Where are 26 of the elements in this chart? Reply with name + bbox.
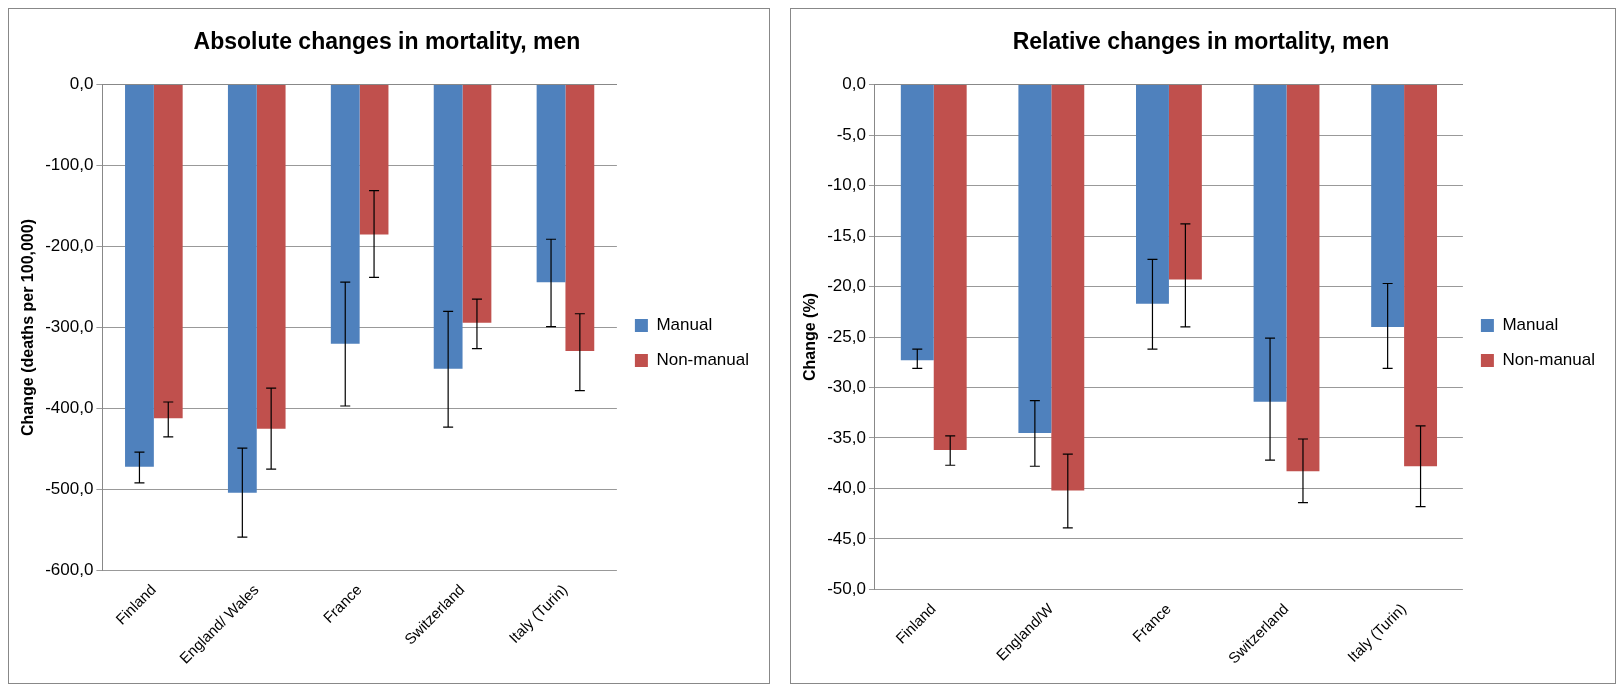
y-tick-label: -100,0 <box>45 155 94 175</box>
y-tick-label: -500,0 <box>45 479 94 499</box>
y-tick-label: -45,0 <box>827 528 866 548</box>
y-tick-label: -200,0 <box>45 236 94 256</box>
y-tick-label: -600,0 <box>45 560 94 580</box>
y-axis-title: Change (deaths per 100,000) <box>19 219 37 436</box>
legend-label: Non-manual <box>656 350 750 370</box>
y-tick-label: 0,0 <box>69 74 94 94</box>
y-tick-label: -25,0 <box>827 326 866 346</box>
y-axis-title: Change (%) <box>801 293 819 382</box>
legend-label: Non-manual <box>1502 350 1596 370</box>
y-tick-label: -50,0 <box>827 579 866 599</box>
legend-label: Manual <box>656 315 713 335</box>
y-tick-label: -400,0 <box>45 398 94 418</box>
y-tick-label: -20,0 <box>827 276 866 296</box>
y-tick-label: -30,0 <box>827 377 866 397</box>
y-tick-label: -15,0 <box>827 225 866 245</box>
chart-title: Relative changes in mortality, men <box>1012 28 1390 55</box>
y-tick-label: -5,0 <box>836 124 866 144</box>
legend-label: Manual <box>1502 315 1559 335</box>
y-tick-label: -300,0 <box>45 317 94 337</box>
y-tick-label: -10,0 <box>827 175 866 195</box>
y-tick-label: 0,0 <box>842 74 866 94</box>
y-tick-label: -35,0 <box>827 427 866 447</box>
y-tick-label: -40,0 <box>827 478 866 498</box>
chart-title: Absolute changes in mortality, men <box>193 28 581 55</box>
